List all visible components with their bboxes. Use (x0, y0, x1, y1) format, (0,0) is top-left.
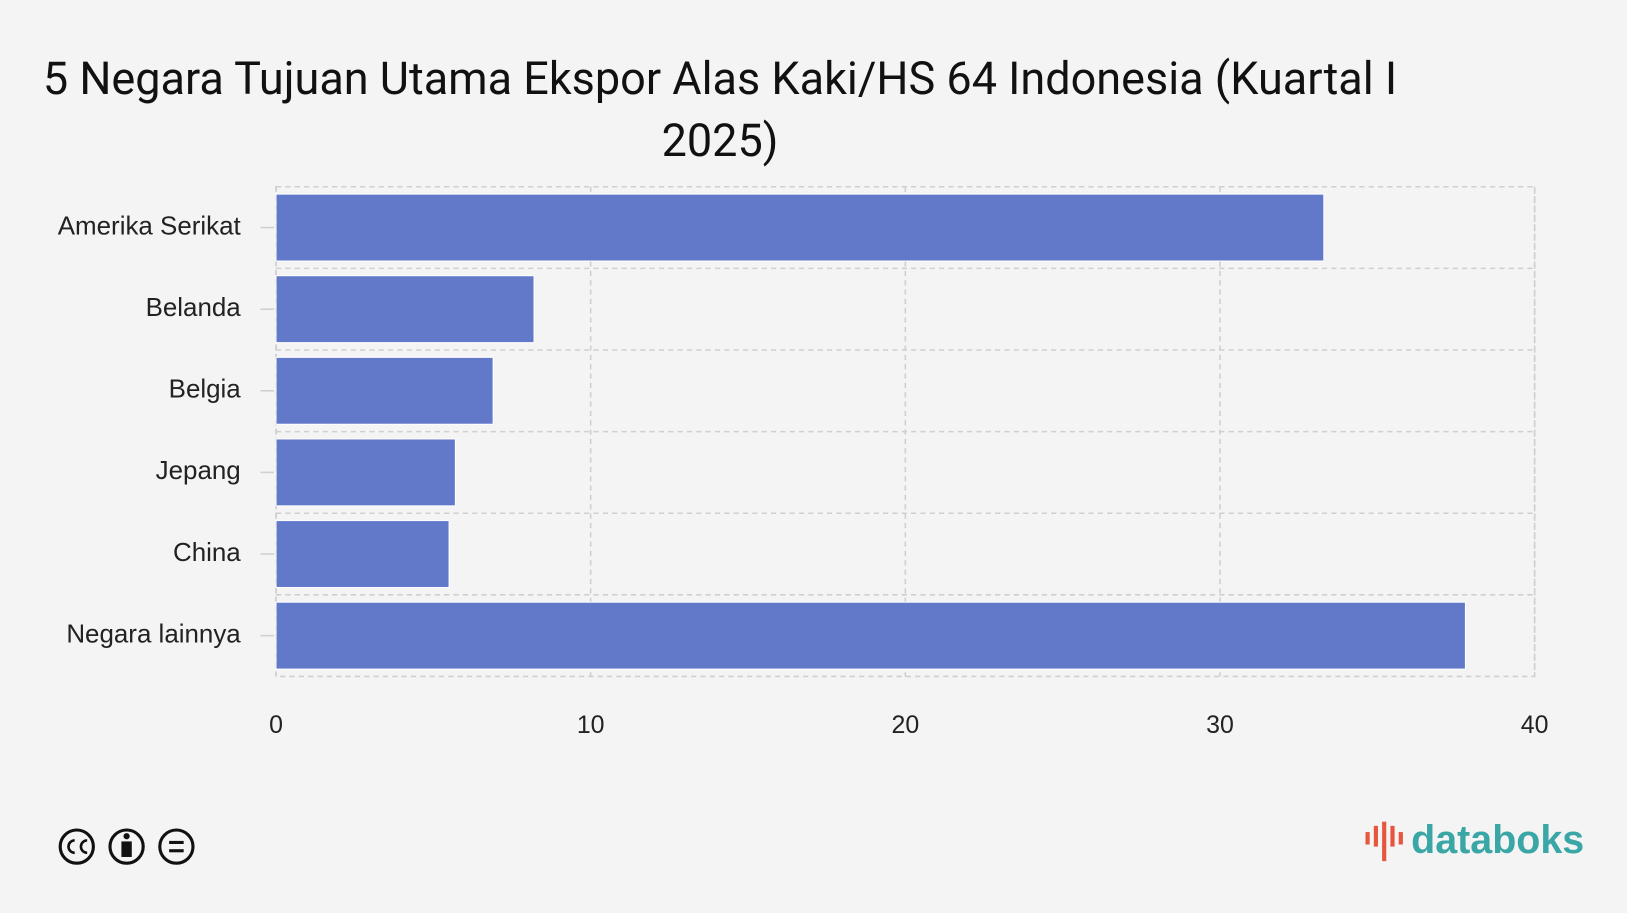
y-tick-label: Negara lainnya (66, 620, 241, 648)
y-tick-label: Belanda (146, 294, 242, 322)
x-tick-label: 30 (1206, 711, 1234, 739)
bar (275, 356, 494, 425)
x-tick-label: 0 (269, 711, 283, 739)
x-tick-label: 40 (1521, 711, 1549, 739)
chart-title: 5 Negara Tujuan Utama Ekspor Alas Kaki/H… (42, 52, 1398, 167)
x-tick-label: 20 (891, 711, 919, 739)
y-tick-label: Belgia (169, 376, 242, 404)
y-tick-label: Jepang (156, 457, 241, 485)
y-tick-label: China (173, 539, 241, 567)
bar (275, 438, 456, 507)
x-tick-label: 10 (577, 711, 605, 739)
logo-mark (1365, 821, 1403, 862)
logo: databoks (1411, 818, 1584, 862)
bar (275, 601, 1466, 670)
bar (275, 193, 1325, 262)
bar (275, 520, 450, 589)
bar (275, 275, 535, 344)
y-tick-label: Amerika Serikat (58, 212, 242, 240)
cc-icons (58, 828, 195, 865)
